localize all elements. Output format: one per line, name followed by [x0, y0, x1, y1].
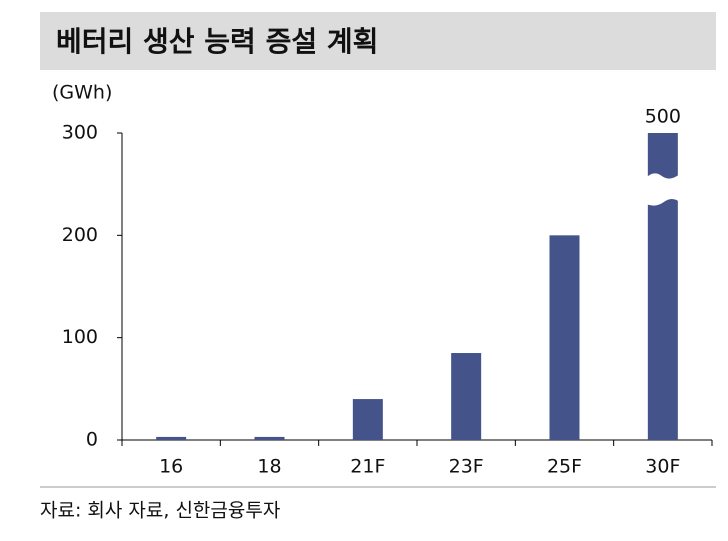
bar [254, 436, 285, 440]
x-tick-label: 30F [645, 456, 680, 478]
y-tick-label: 100 [62, 326, 98, 348]
source-note: 자료: 회사 자료, 신한금융투자 [40, 500, 280, 522]
axis-break [645, 173, 680, 206]
y-axis-label: (GWh) [52, 82, 112, 104]
chart-title: 베터리 생산 능력 증설 계획 [56, 25, 378, 58]
bar [549, 235, 580, 440]
x-tick-label: 25F [547, 456, 582, 478]
y-tick-label: 300 [62, 122, 98, 144]
x-tick-label: 23F [449, 456, 484, 478]
x-tick-label: 21F [350, 456, 385, 478]
bar [451, 353, 482, 440]
y-tick-label: 200 [62, 224, 98, 246]
title-band [40, 12, 716, 70]
bar [352, 399, 383, 440]
data-label: 500 [645, 106, 681, 128]
y-tick-label: 0 [86, 429, 98, 451]
x-tick-label: 18 [257, 456, 281, 478]
x-tick-label: 16 [159, 456, 183, 478]
bar [156, 436, 187, 440]
